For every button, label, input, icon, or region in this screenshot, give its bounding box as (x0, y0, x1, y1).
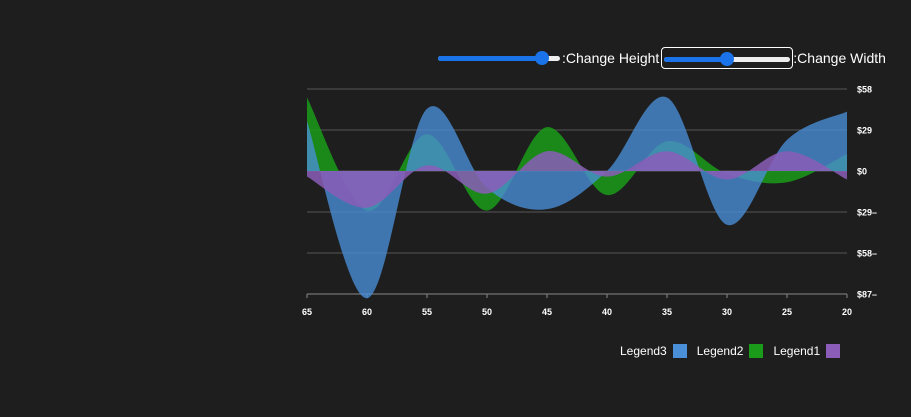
chart-controls: :Change Height :Change Width (436, 47, 886, 69)
y-tick-label: $0 (857, 167, 867, 177)
legend-item: Legend2 (697, 344, 764, 358)
height-slider-fill (438, 56, 542, 61)
x-tick-label: 40 (602, 307, 612, 317)
legend-label: Legend1 (773, 344, 821, 358)
y-tick-label: $29 (857, 126, 872, 136)
legend-label: Legend2 (696, 344, 744, 358)
y-tick-label: $58– (857, 249, 877, 259)
legend-item: Legend3 (620, 344, 687, 358)
width-slider-fill (664, 57, 728, 62)
width-slider[interactable] (661, 47, 794, 69)
height-slider-thumb[interactable] (534, 51, 549, 65)
legend-swatch (672, 344, 687, 358)
legend-label: Legend3 (620, 344, 667, 358)
height-slider-label: :Change Height (562, 50, 660, 66)
series-area-legend1 (307, 151, 847, 208)
x-tick-label: 45 (542, 307, 552, 317)
legend-swatch (826, 344, 841, 358)
x-tick-label: 50 (482, 307, 492, 317)
x-tick-label: 30 (722, 307, 732, 317)
y-tick-label: $87– (857, 290, 877, 300)
chart-legend: Legend3 Legend2 Legend1 (620, 344, 850, 358)
series-area-legend3 (307, 96, 847, 299)
x-tick-label: 25 (782, 307, 792, 317)
width-slider-thumb[interactable] (720, 52, 735, 66)
legend-item: Legend1 (773, 344, 841, 358)
x-tick-label: 60 (362, 307, 372, 317)
legend-swatch (749, 344, 764, 358)
x-tick-label: 35 (662, 307, 672, 317)
height-slider-track (438, 56, 560, 61)
x-tick-label: 55 (422, 307, 432, 317)
x-tick-label: 65 (302, 307, 312, 317)
height-slider[interactable] (436, 47, 562, 69)
width-slider-label: :Change Width (793, 50, 886, 66)
y-tick-label: $58 (857, 85, 872, 95)
x-tick-label: 20 (842, 307, 852, 317)
y-tick-label: $29– (857, 208, 877, 218)
